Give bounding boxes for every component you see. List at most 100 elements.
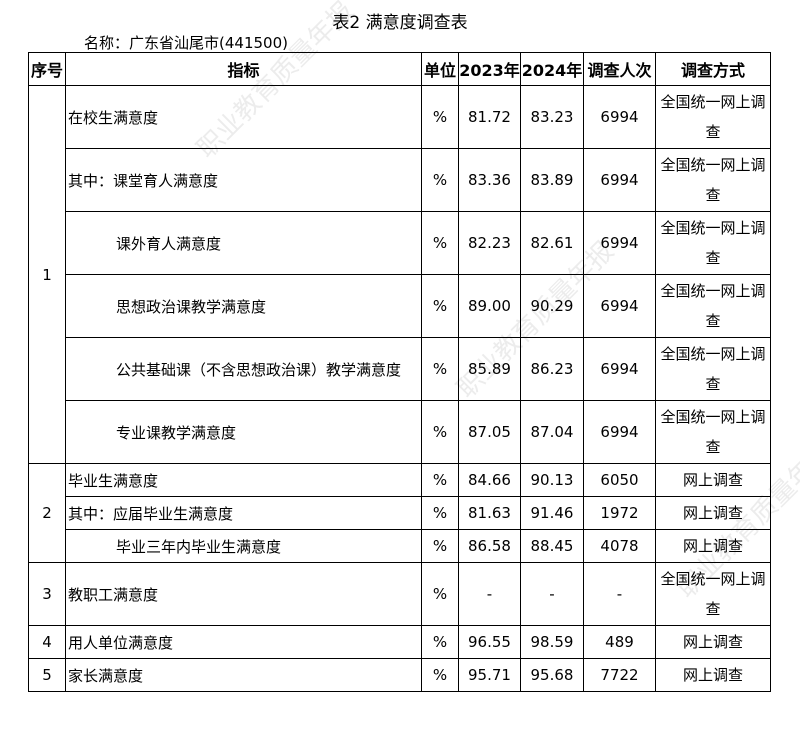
- unit-cell: %: [421, 562, 459, 626]
- survey-method-cell: 网上调查: [655, 625, 771, 659]
- survey-method-cell: 网上调查: [655, 496, 771, 530]
- header-cell: 2024年: [520, 52, 584, 86]
- table-row: 2 毕业生满意度% 84.66 90.13 6050 网上调查: [28, 463, 771, 563]
- survey-count-cell: 4078: [583, 529, 656, 563]
- value-2024-cell: 90.29: [520, 274, 584, 338]
- indicator-cell: 教职工满意度: [65, 562, 422, 626]
- value-2024-cell: 98.59: [520, 625, 584, 659]
- value-2024-cell: 88.45: [520, 529, 584, 563]
- survey-count-cell: -: [583, 562, 656, 626]
- unit-cell: %: [421, 496, 459, 530]
- table-row: 专业课教学满意度% 87.05 87.04 6994 全国统一网上调查: [29, 400, 771, 464]
- survey-count-cell: 7722: [583, 658, 656, 692]
- header-cell: 2023年: [458, 52, 521, 86]
- unit-cell: %: [421, 85, 459, 149]
- survey-count-cell: 6050: [583, 463, 656, 497]
- serial-number-cell: 1: [28, 85, 66, 464]
- survey-method-cell: 全国统一网上调查: [655, 562, 771, 626]
- value-2023-cell: -: [458, 562, 521, 626]
- indicator-cell: 用人单位满意度: [65, 625, 422, 659]
- header-cell: 指标: [65, 52, 422, 86]
- table-row: 4 用人单位满意度% 96.55 98.59 489 网上调查: [28, 625, 771, 659]
- table-title: 表2 满意度调查表: [332, 13, 468, 33]
- value-2024-cell: 83.23: [520, 85, 584, 149]
- table-row: 其中：课堂育人满意度% 83.36 83.89 6994 全国统一网上调查: [29, 148, 771, 212]
- value-2023-cell: 81.63: [458, 496, 521, 530]
- indicator-cell: 家长满意度: [65, 658, 422, 692]
- unit-cell: %: [421, 463, 459, 497]
- indicator-cell: 毕业生满意度: [65, 463, 422, 497]
- survey-method-cell: 全国统一网上调查: [655, 274, 771, 338]
- unit-cell: %: [421, 274, 459, 338]
- unit-cell: %: [421, 211, 459, 275]
- value-2024-cell: 95.68: [520, 658, 584, 692]
- survey-count-cell: 6994: [583, 400, 656, 464]
- header-cell: 单位: [421, 52, 459, 86]
- value-2024-cell: 87.04: [520, 400, 584, 464]
- value-2023-cell: 81.72: [458, 85, 521, 149]
- indicator-cell: 专业课教学满意度: [65, 400, 422, 464]
- header-cell: 调查方式: [655, 52, 771, 86]
- survey-method-cell: 全国统一网上调查: [655, 337, 771, 401]
- unit-cell: %: [421, 658, 459, 692]
- indicator-cell: 毕业三年内毕业生满意度: [65, 529, 422, 563]
- header-row: 序号 指标 单位 2023年 2024年 调查人次 调查方式: [28, 52, 771, 86]
- survey-method-cell: 全国统一网上调查: [655, 211, 771, 275]
- value-2023-cell: 96.55: [458, 625, 521, 659]
- serial-number-cell: 3: [28, 562, 66, 626]
- table-row: 思想政治课教学满意度% 89.00 90.29 6994 全国统一网上调查: [29, 274, 771, 338]
- survey-method-cell: 网上调查: [655, 658, 771, 692]
- value-2024-cell: 82.61: [520, 211, 584, 275]
- value-2024-cell: 83.89: [520, 148, 584, 212]
- survey-count-cell: 1972: [583, 496, 656, 530]
- table-row: 毕业三年内毕业生满意度% 86.58 88.45 4078 网上调查: [29, 529, 771, 563]
- survey-count-cell: 6994: [583, 85, 656, 149]
- serial-number-cell: 5: [28, 658, 66, 692]
- value-2023-cell: 86.58: [458, 529, 521, 563]
- value-2024-cell: -: [520, 562, 584, 626]
- survey-count-cell: 489: [583, 625, 656, 659]
- region-name: 名称：广东省汕尾市(441500): [84, 34, 288, 52]
- serial-number-cell: 4: [28, 625, 66, 659]
- indicator-cell: 公共基础课（不含思想政治课）教学满意度: [65, 337, 422, 401]
- value-2023-cell: 89.00: [458, 274, 521, 338]
- table-row: 5 家长满意度% 95.71 95.68 7722 网上调查: [28, 658, 771, 692]
- survey-method-cell: 全国统一网上调查: [655, 400, 771, 464]
- indicator-cell: 其中：课堂育人满意度: [65, 148, 422, 212]
- survey-count-cell: 6994: [583, 337, 656, 401]
- value-2023-cell: 83.36: [458, 148, 521, 212]
- survey-method-cell: 网上调查: [655, 463, 771, 497]
- survey-method-cell: 全国统一网上调查: [655, 148, 771, 212]
- indicator-cell: 其中：应届毕业生满意度: [65, 496, 422, 530]
- unit-cell: %: [421, 148, 459, 212]
- value-2024-cell: 91.46: [520, 496, 584, 530]
- satisfaction-table: 序号 指标 单位 2023年 2024年 调查人次 调查方式 1 在校生满意度% 8…: [28, 52, 771, 692]
- value-2023-cell: 95.71: [458, 658, 521, 692]
- table-row: 其中：应届毕业生满意度% 81.63 91.46 1972 网上调查: [29, 496, 771, 530]
- survey-count-cell: 6994: [583, 211, 656, 275]
- serial-number-cell: 2: [28, 463, 66, 563]
- header-cell: 调查人次: [583, 52, 656, 86]
- value-2024-cell: 86.23: [520, 337, 584, 401]
- unit-cell: %: [421, 529, 459, 563]
- indicator-cell: 课外育人满意度: [65, 211, 422, 275]
- indicator-cell: 在校生满意度: [65, 85, 422, 149]
- table-row: 1 在校生满意度% 81.72 83.23 6994 全国统一网上调查: [28, 85, 771, 464]
- survey-method-cell: 全国统一网上调查: [655, 85, 771, 149]
- unit-cell: %: [421, 400, 459, 464]
- table-row: 3 教职工满意度% - - - 全国统一网上调查: [28, 562, 771, 626]
- unit-cell: %: [421, 337, 459, 401]
- header-cell: 序号: [28, 52, 66, 86]
- value-2023-cell: 85.89: [458, 337, 521, 401]
- value-2024-cell: 90.13: [520, 463, 584, 497]
- value-2023-cell: 87.05: [458, 400, 521, 464]
- survey-count-cell: 6994: [583, 274, 656, 338]
- survey-count-cell: 6994: [583, 148, 656, 212]
- table-row: 公共基础课（不含思想政治课）教学满意度% 85.89 86.23 6994 全国统一网上…: [29, 337, 771, 401]
- value-2023-cell: 82.23: [458, 211, 521, 275]
- indicator-cell: 思想政治课教学满意度: [65, 274, 422, 338]
- value-2023-cell: 84.66: [458, 463, 521, 497]
- survey-method-cell: 网上调查: [655, 529, 771, 563]
- unit-cell: %: [421, 625, 459, 659]
- table-row: 课外育人满意度% 82.23 82.61 6994 全国统一网上调查: [29, 211, 771, 275]
